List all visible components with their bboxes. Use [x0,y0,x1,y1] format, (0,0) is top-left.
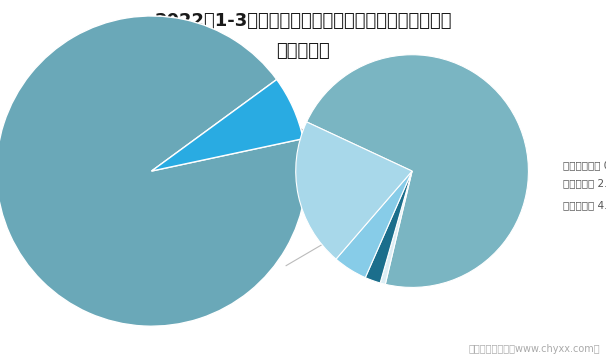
Wedge shape [380,171,412,284]
Text: 2022年1-3月广东省发电量占全国比重及该地区各发电: 2022年1-3月广东省发电量占全国比重及该地区各发电 [155,12,451,30]
Wedge shape [365,171,412,283]
Wedge shape [152,79,303,171]
Text: 类型占比图: 类型占比图 [276,42,330,60]
Text: 制图：智研咨询（www.chyxx.com）: 制图：智研咨询（www.chyxx.com） [468,344,600,354]
Wedge shape [296,122,412,259]
Text: 水力发电量 2.16%: 水力发电量 2.16% [562,178,606,188]
Text: 广东省 6.7%: 广东省 6.7% [353,186,408,199]
Wedge shape [336,171,412,278]
Wedge shape [0,16,307,326]
Wedge shape [307,55,528,288]
Text: 93.3%: 93.3% [107,194,146,207]
Text: 太阳能发电量 0.73%: 太阳能发电量 0.73% [562,160,606,170]
Text: 全国其他省份: 全国其他省份 [104,174,149,187]
Text: 风力发电量 4.76%: 风力发电量 4.76% [562,200,606,210]
